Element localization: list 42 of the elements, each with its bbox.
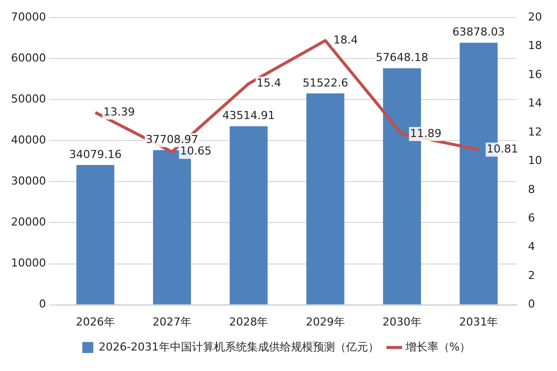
x-tick-label: 2028年 <box>229 315 268 328</box>
bar <box>76 164 114 304</box>
data-label: 34079.16 <box>69 148 122 161</box>
data-label: 43514.91 <box>222 109 275 122</box>
legend-label: 增长率（%） <box>404 340 471 354</box>
y-tick-label: 30000 <box>10 174 46 188</box>
y2-tick-label: 6 <box>528 212 536 224</box>
y2-tick-label: 8 <box>528 182 536 196</box>
y-tick-label: 10000 <box>10 256 46 270</box>
data-label: 10.65 <box>180 144 212 158</box>
y2-tick-label: 12 <box>528 125 542 138</box>
data-label: 63878.03 <box>452 26 505 39</box>
bar <box>306 93 344 304</box>
y2-tick-label: 0 <box>528 298 536 311</box>
y-tick-label: 20000 <box>10 216 46 229</box>
data-label: 10.81 <box>486 142 518 156</box>
data-label: 11.89 <box>410 126 442 140</box>
legend-label: 2026-2031年中国计算机系统集成供给规模预测（亿元） <box>98 340 379 354</box>
data-label: 15.4 <box>256 76 282 90</box>
data-label: 57648.18 <box>376 51 428 64</box>
y-tick-label: 40000 <box>10 134 46 147</box>
data-label: 51522.6 <box>302 76 348 90</box>
y2-tick-label: 18 <box>528 39 542 52</box>
data-label: 13.39 <box>103 105 135 118</box>
y2-tick-label: 14 <box>528 96 542 110</box>
y2-tick-label: 10 <box>528 154 542 168</box>
y2-tick-label: 16 <box>528 68 542 81</box>
y-tick-label: 70000 <box>10 10 46 24</box>
bar <box>230 126 268 304</box>
x-tick-label: 2029年 <box>306 315 345 328</box>
y-tick-label: 0 <box>38 298 46 311</box>
y2-tick-label: 4 <box>528 240 536 254</box>
data-label: 18.4 <box>333 33 358 46</box>
y2-tick-label: 20 <box>528 10 542 24</box>
x-tick-label: 2027年 <box>152 315 192 328</box>
data-label: 37708.97 <box>146 132 198 146</box>
y-tick-label: 60000 <box>10 51 46 64</box>
x-tick-label: 2031年 <box>459 315 498 328</box>
y-tick-label: 50000 <box>10 92 46 106</box>
y2-tick-label: 2 <box>528 268 536 282</box>
x-tick-label: 2030年 <box>382 315 422 328</box>
x-tick-label: 2026年 <box>76 315 115 328</box>
